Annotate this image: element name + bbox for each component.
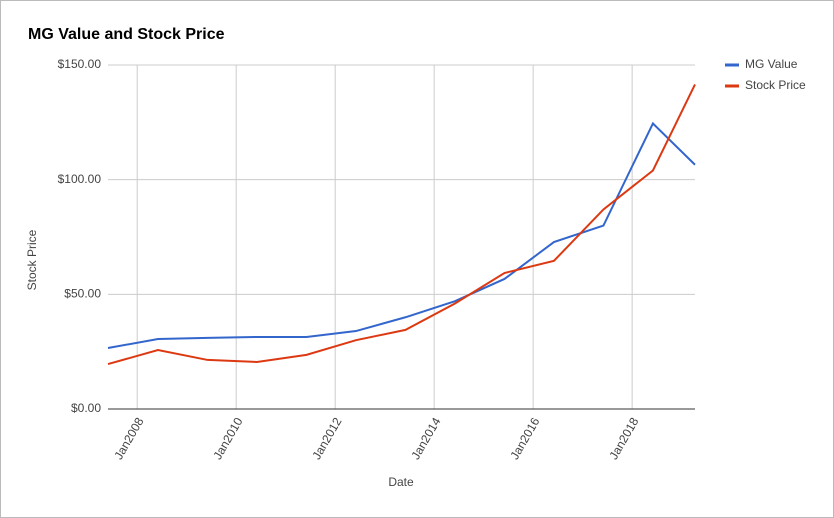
x-axis-title: Date (388, 475, 414, 489)
y-tick-label: $100.00 (58, 172, 102, 186)
legend-label: MG Value (745, 57, 798, 71)
series-line (107, 84, 696, 366)
y-axis-title: Stock Price (25, 229, 39, 290)
chart-title: MG Value and Stock Price (28, 26, 225, 43)
y-tick-label: $50.00 (64, 287, 101, 301)
y-tick-label: $0.00 (71, 401, 101, 415)
y-tick-label: $150.00 (58, 57, 102, 71)
legend-label: Stock Price (745, 78, 806, 92)
series-line (107, 121, 696, 349)
